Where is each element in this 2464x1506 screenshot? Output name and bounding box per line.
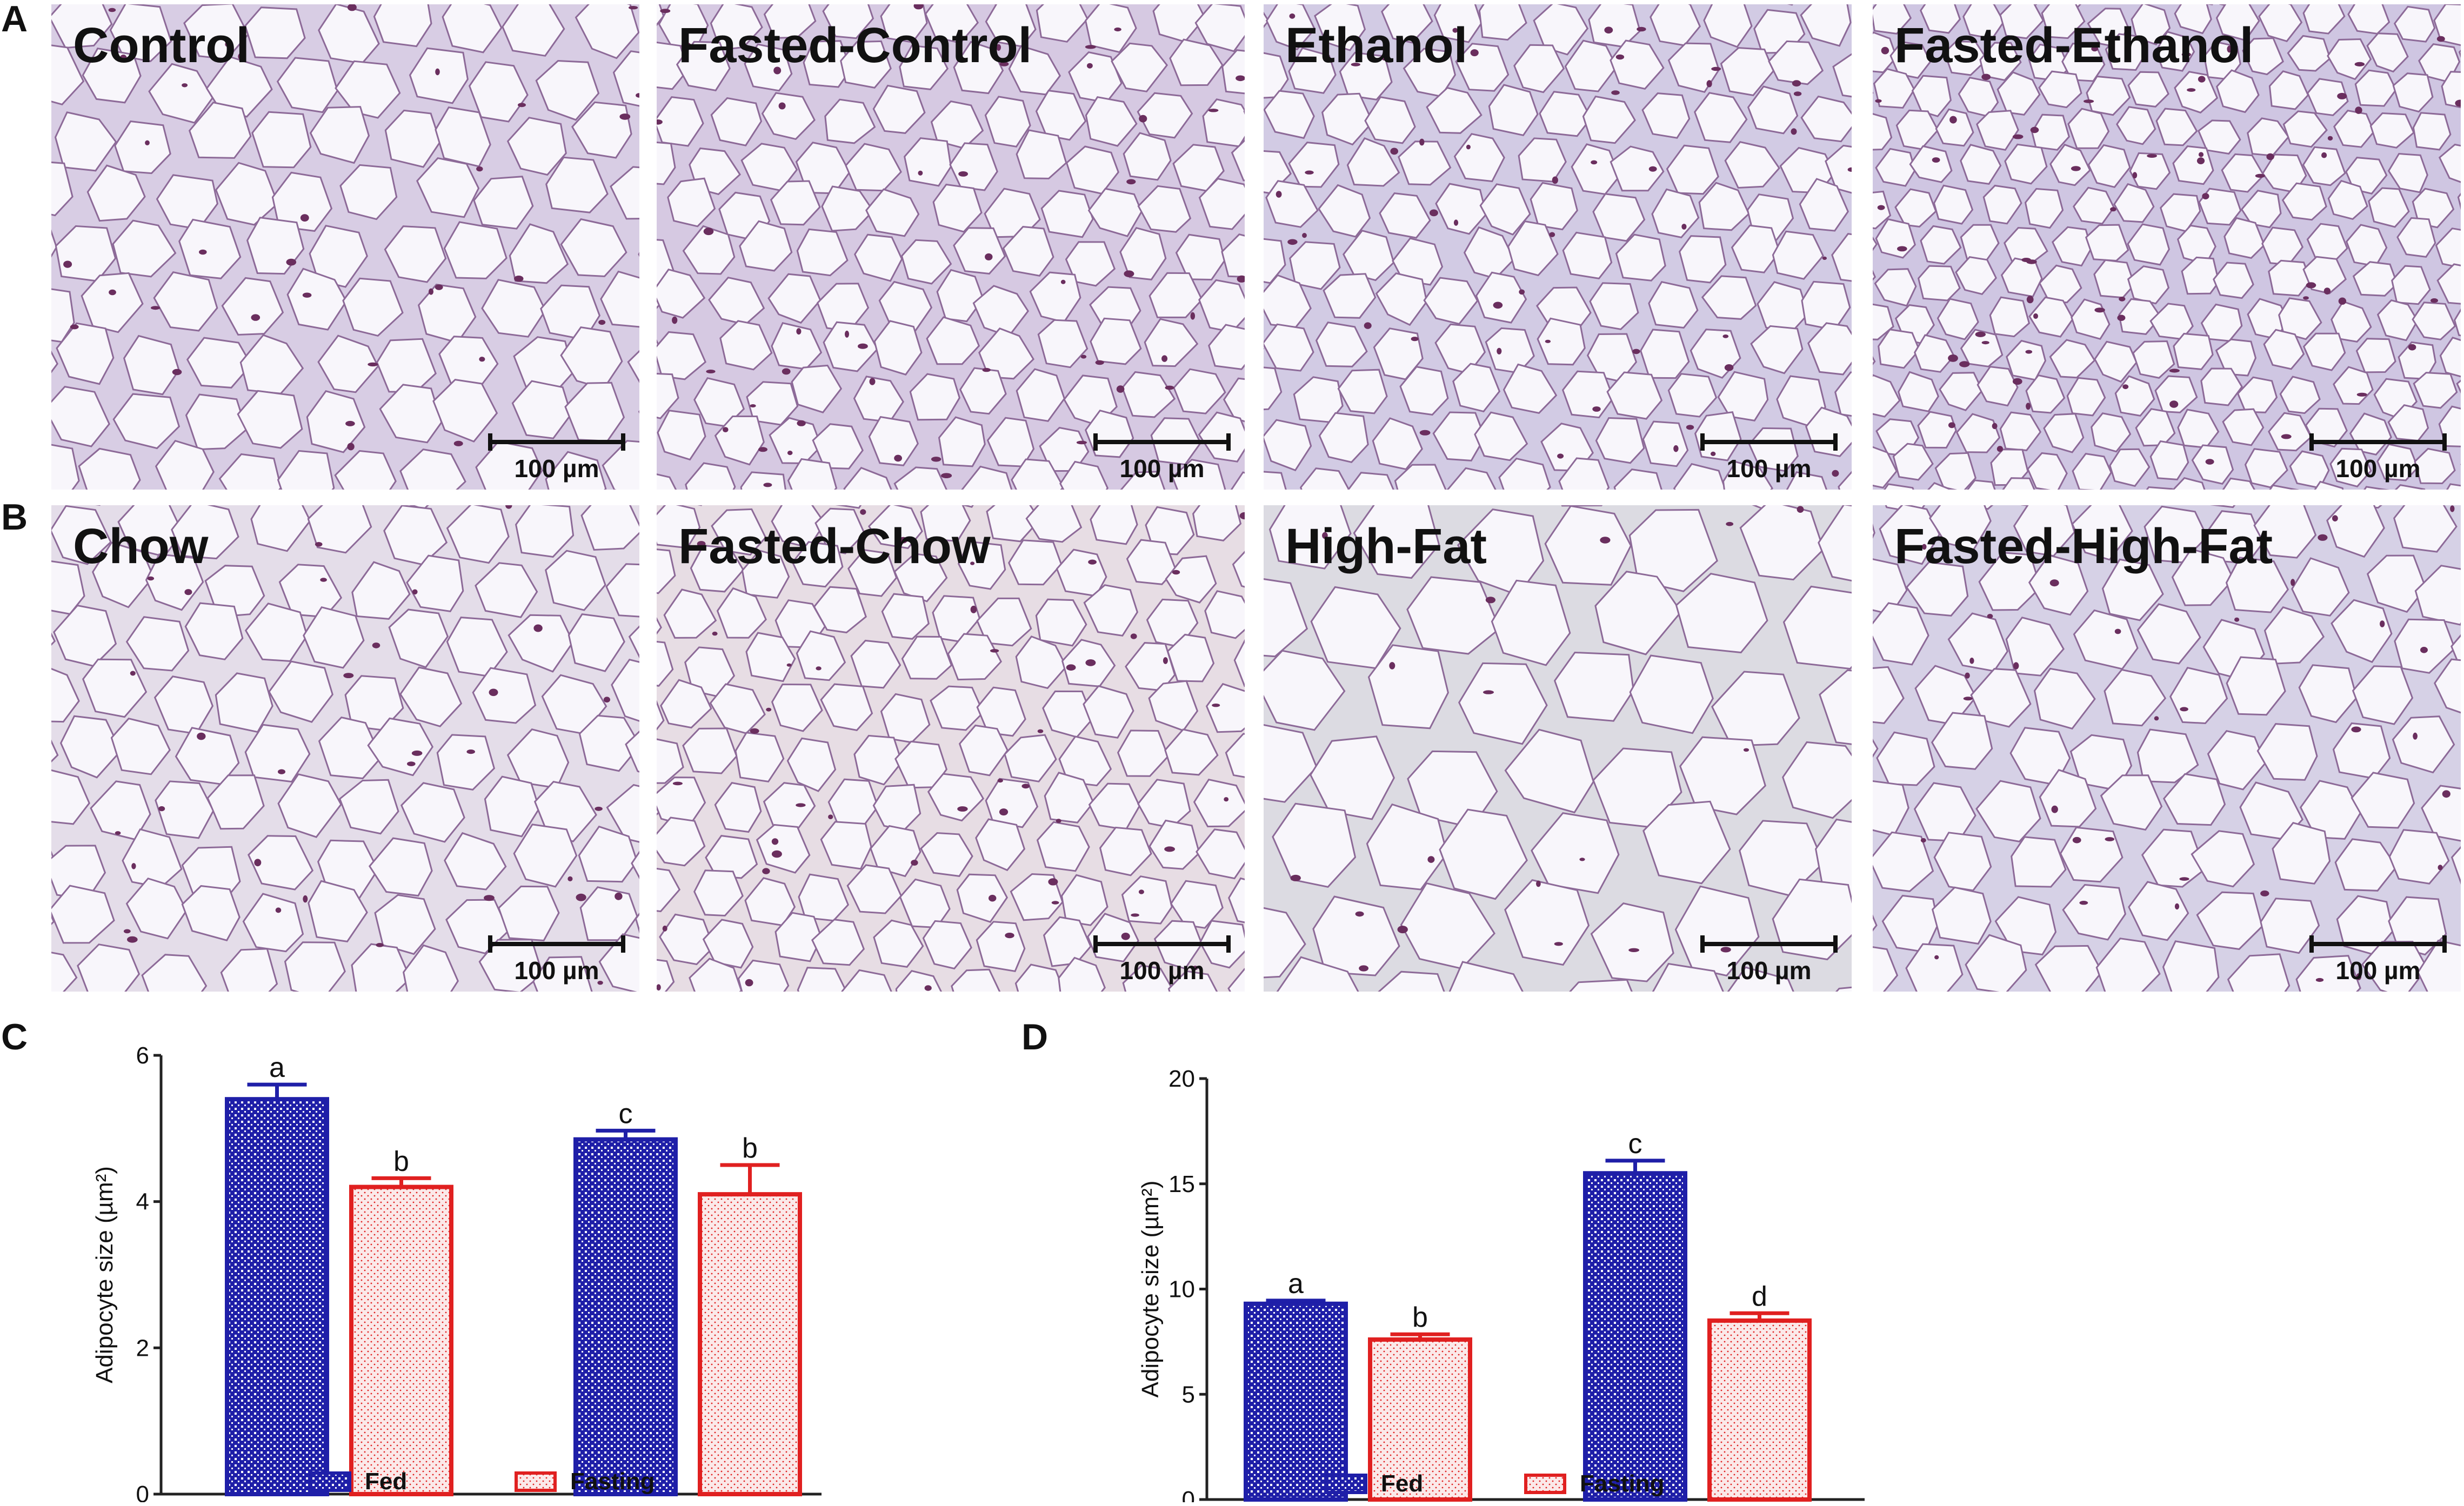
micrograph-ethanol: Ethanol 100 µm	[1264, 4, 1852, 490]
scale-bar: 100 µm	[1089, 433, 1235, 483]
micrograph-fasted-chow: Fasted-Chow 100 µm	[657, 505, 1245, 992]
y-axis-label: Adipocyte size (µm²)	[91, 1166, 118, 1383]
scale-bar: 100 µm	[1696, 433, 1842, 483]
bar-fed-chow	[1244, 1301, 1348, 1502]
scale-bar-label: 100 µm	[2335, 454, 2421, 483]
bar-fasting-control	[349, 1184, 453, 1497]
scale-bar-label: 100 µm	[2335, 956, 2421, 985]
legend-label-fed: Fed	[1381, 1470, 1423, 1497]
micrograph-label: Chow	[73, 519, 209, 574]
significance-letter: a	[269, 1052, 285, 1083]
tissue-image	[1264, 4, 1852, 490]
tissue-image	[51, 4, 639, 490]
bar-fasting-ethanol	[698, 1192, 802, 1496]
y-axis-label: Adipocyte size (µm²)	[1137, 1181, 1164, 1398]
panel-letter-a: A	[1, 0, 28, 39]
bar-fasting-chow	[1368, 1337, 1472, 1502]
significance-letter: b	[393, 1146, 409, 1177]
tissue-image	[657, 4, 1245, 490]
significance-letter: c	[1628, 1128, 1642, 1160]
micrograph-fasted-control: Fasted-Control 100 µm	[657, 4, 1245, 490]
micrograph-label: Fasted-Control	[678, 18, 1032, 73]
significance-letter: b	[742, 1133, 758, 1164]
micrograph-high-fat: High-Fat 100 µm	[1264, 505, 1852, 992]
scale-bar-label: 100 µm	[1119, 956, 1205, 985]
y-tick-label: 4	[136, 1189, 149, 1215]
micrograph-fasted-high-fat: Fasted-High-Fat 100 µm	[1873, 505, 2461, 992]
scale-bar: 100 µm	[1696, 935, 1842, 985]
micrograph-label: Ethanol	[1285, 18, 1468, 73]
bar-fasting-high-fat	[1707, 1318, 1812, 1502]
scale-bar-label: 100 µm	[1726, 454, 1812, 483]
y-tick-label: 5	[1182, 1381, 1195, 1408]
scale-bar-label: 100 µm	[514, 956, 599, 985]
legend-swatch-fasting	[515, 1471, 557, 1492]
legend-swatch-fed	[1325, 1474, 1367, 1494]
panel-letter-d: D	[1021, 1016, 1049, 1057]
bar-fed-control	[225, 1097, 329, 1496]
y-tick-label: 10	[1168, 1276, 1195, 1303]
y-tick-label: 0	[1182, 1487, 1195, 1502]
tissue-image	[657, 505, 1245, 992]
bar-fed-ethanol	[573, 1137, 678, 1496]
legend-label-fasting: Fasting	[570, 1468, 655, 1495]
tissue-image	[1264, 505, 1852, 992]
micrograph-label: Fasted-High-Fat	[1894, 519, 2273, 574]
tissue-image	[51, 505, 639, 992]
micrograph-label: Fasted-Chow	[678, 519, 991, 574]
micrograph-label: Fasted-Ethanol	[1894, 18, 2254, 73]
tissue-image	[1873, 505, 2461, 992]
panel-letter-b: B	[1, 497, 28, 538]
scale-bar-label: 100 µm	[514, 454, 599, 483]
micrograph-label: Control	[73, 18, 250, 73]
scale-bar-label: 100 µm	[1726, 956, 1812, 985]
legend-swatch-fed	[309, 1471, 351, 1492]
y-tick-label: 2	[136, 1335, 149, 1361]
y-tick-label: 6	[136, 1042, 149, 1069]
scale-bar-label: 100 µm	[1119, 454, 1205, 483]
tissue-image	[1873, 4, 2461, 490]
legend-swatch-fasting	[1524, 1474, 1566, 1494]
scale-bar: 100 µm	[484, 433, 630, 483]
micrograph-chow: Chow 100 µm	[51, 505, 639, 992]
legend-label-fed: Fed	[365, 1468, 407, 1495]
bar-fed-high-fat	[1583, 1171, 1687, 1502]
micrograph-fasted-ethanol: Fasted-Ethanol 100 µm	[1873, 4, 2461, 490]
scale-bar: 100 µm	[1089, 935, 1235, 985]
scale-bar: 100 µm	[484, 935, 630, 985]
significance-letter: a	[1288, 1268, 1304, 1300]
significance-letter: b	[1412, 1302, 1428, 1333]
legend-label-fasting: Fasting	[1580, 1470, 1664, 1497]
panel-letter-c: C	[1, 1016, 28, 1057]
y-tick-label: 0	[136, 1481, 149, 1502]
micrograph-label: High-Fat	[1285, 519, 1487, 574]
micrograph-control: Control 100 µm	[51, 4, 639, 490]
significance-letter: d	[1752, 1281, 1767, 1312]
y-tick-label: 20	[1168, 1066, 1195, 1092]
scale-bar: 100 µm	[2305, 433, 2451, 483]
scale-bar: 100 µm	[2305, 935, 2451, 985]
y-tick-label: 15	[1168, 1171, 1195, 1197]
significance-letter: c	[619, 1098, 633, 1129]
